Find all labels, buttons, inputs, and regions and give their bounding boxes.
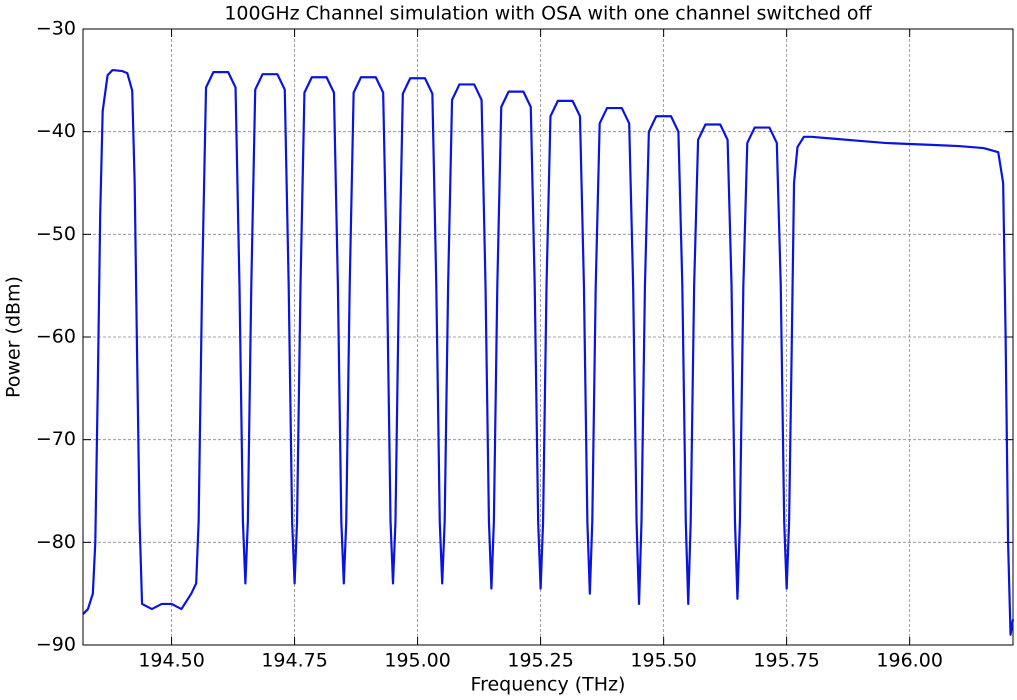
y-tick-label: −30	[36, 18, 76, 40]
x-tick-label: 195.75	[753, 650, 819, 672]
y-tick-label: −40	[36, 120, 76, 142]
chart-title: 100GHz Channel simulation with OSA with …	[224, 3, 872, 25]
plot-frame	[82, 28, 1014, 646]
data-line	[82, 68, 1015, 636]
x-tick-label: 194.50	[138, 650, 204, 672]
y-tick-label: −80	[36, 531, 76, 553]
y-tick-label: −50	[36, 223, 76, 245]
y-tick-label: −60	[36, 326, 76, 348]
y-tick-label: −90	[36, 634, 76, 656]
x-tick-label: 195.00	[384, 650, 450, 672]
y-tick-label: −70	[36, 428, 76, 450]
x-tick-label: 195.25	[507, 650, 573, 672]
x-tick-label: 194.75	[261, 650, 327, 672]
x-tick-label: 195.50	[630, 650, 696, 672]
y-axis-label: Power (dBm)	[3, 276, 25, 398]
x-tick-label: 196.00	[876, 650, 942, 672]
x-axis-label: Frequency (THz)	[471, 674, 626, 696]
